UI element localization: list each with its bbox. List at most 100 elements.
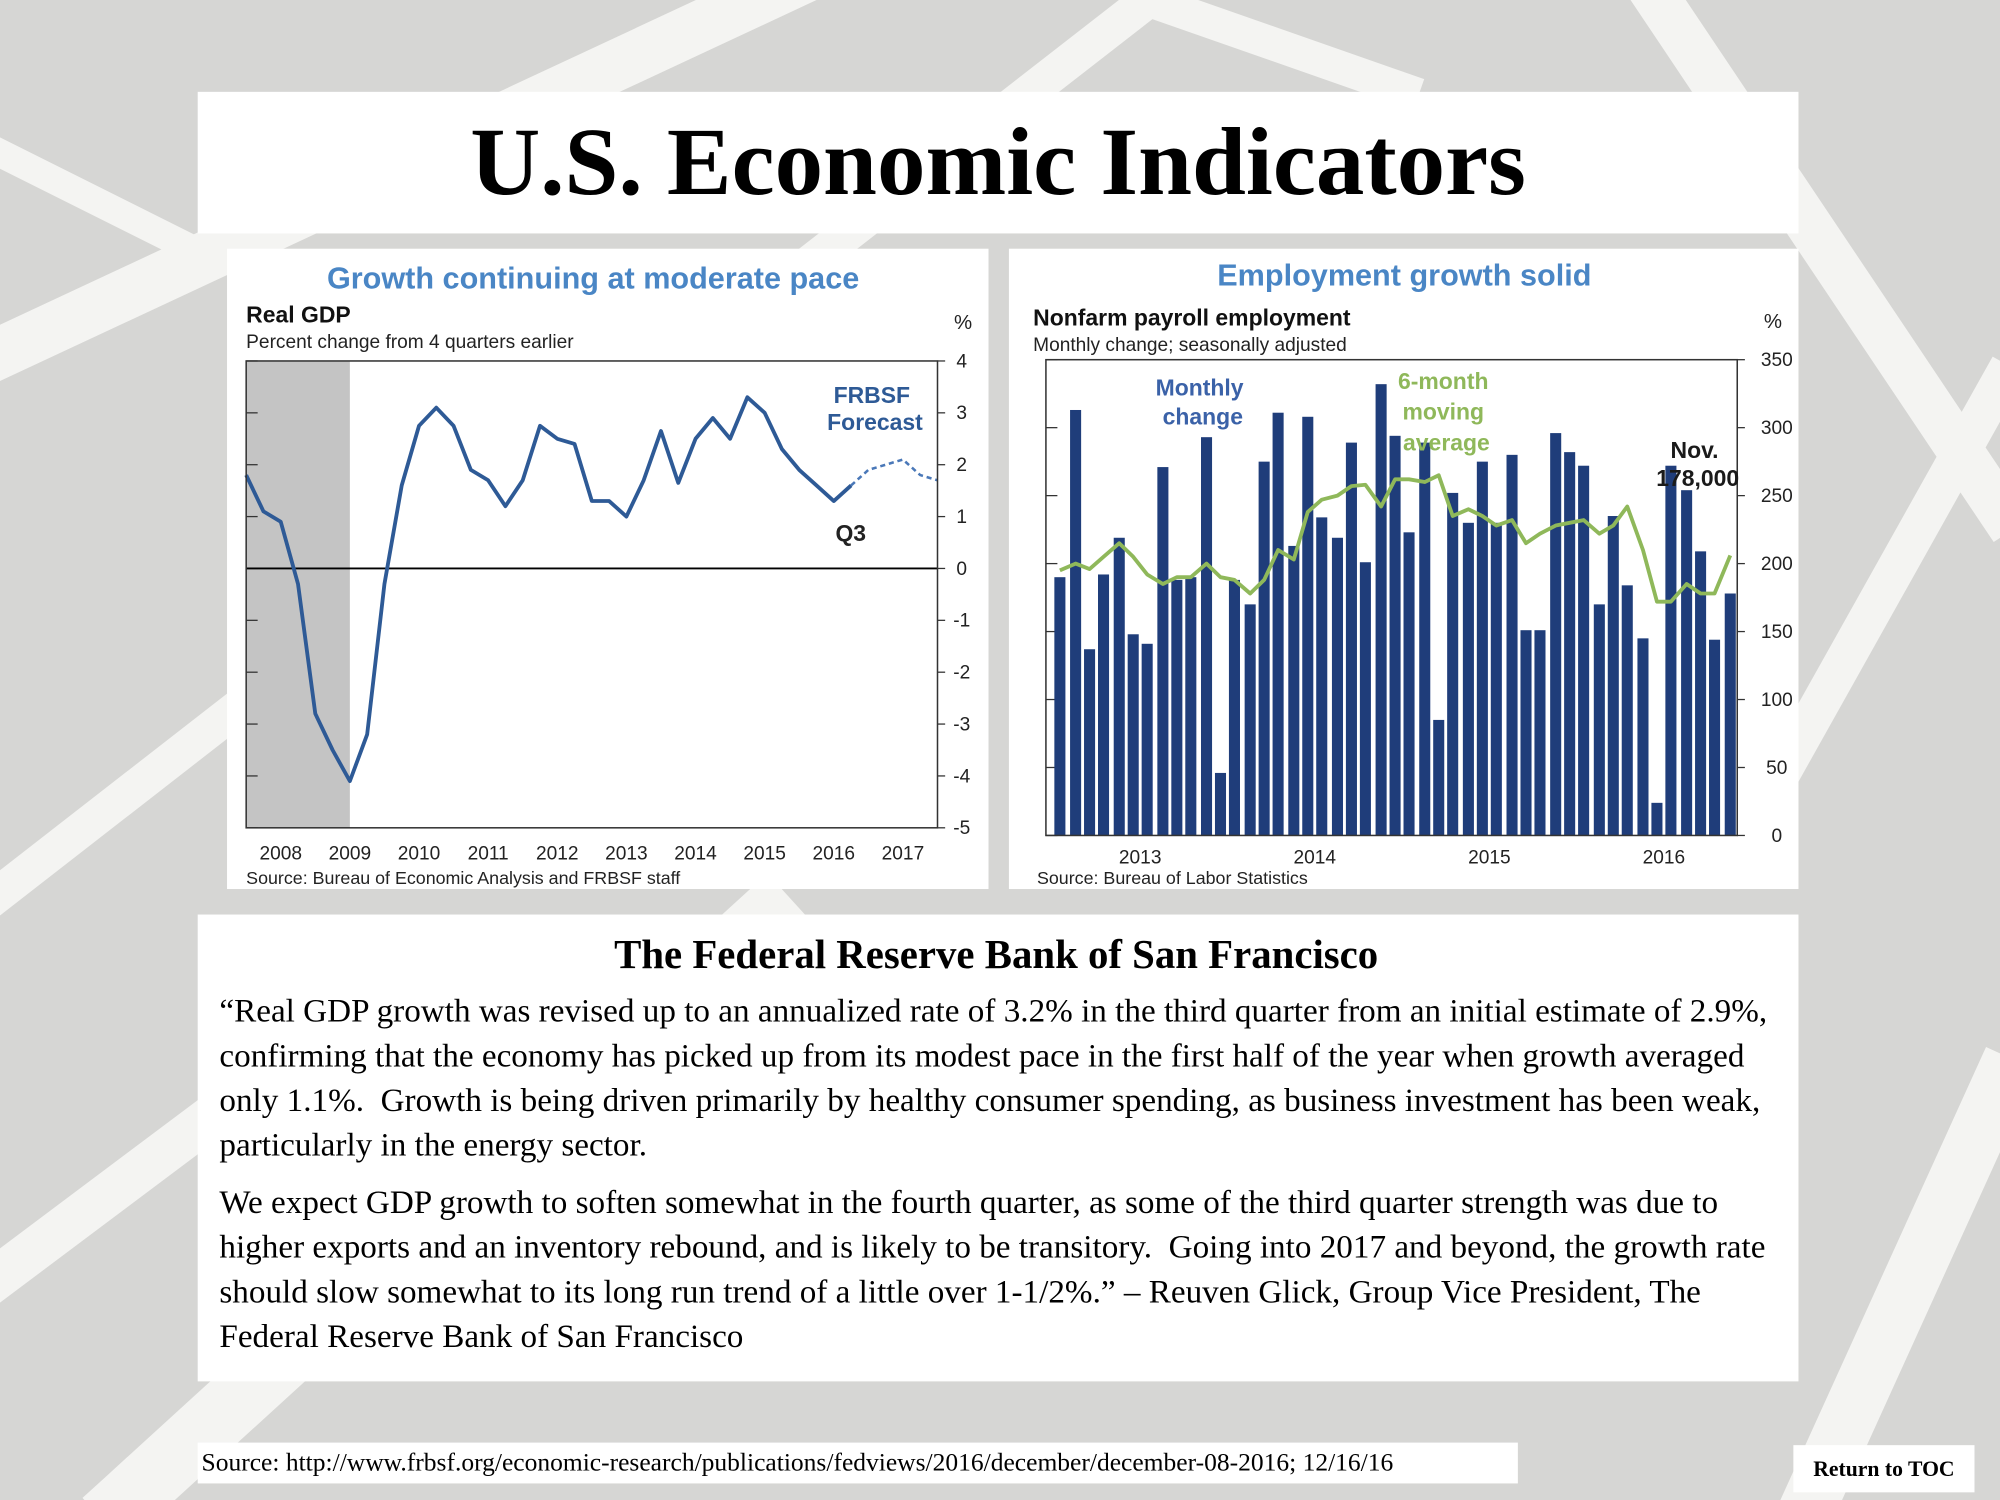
unit-label: %	[954, 312, 972, 334]
x-tick-label: 2008	[259, 844, 302, 865]
paragraph: We expect GDP growth to soften somewhat …	[219, 1183, 1774, 1355]
bar	[1476, 461, 1488, 836]
x-tick-label: 2016	[813, 844, 856, 865]
plot-frame	[1045, 358, 1739, 837]
y-tick-label: 4	[956, 351, 967, 372]
bar	[1534, 630, 1546, 836]
annotation: Q3	[835, 520, 866, 546]
bar	[1113, 537, 1125, 836]
bar	[1272, 412, 1284, 836]
bar	[1214, 772, 1227, 836]
bar	[1228, 579, 1240, 836]
bar	[1331, 537, 1343, 836]
chart-caption: Percent change from 4 quarters earlier	[246, 332, 574, 353]
x-tick-label: 2015	[1468, 848, 1511, 869]
chart-source: Source: Bureau of Economic Analysis and …	[246, 868, 680, 888]
series-label: Monthly change	[1156, 374, 1250, 429]
y-tick-label: -2	[953, 663, 970, 684]
text-heading: The Federal Reserve Bank of San Francisc…	[614, 931, 1379, 978]
bar	[1359, 562, 1371, 836]
bar	[1288, 545, 1300, 836]
unit-label: %	[1764, 311, 1782, 333]
bar	[1593, 604, 1605, 836]
bar	[1084, 649, 1096, 836]
x-tick-label: 2014	[1293, 848, 1336, 869]
footer-source: Source: http://www.frbsf.org/economic-re…	[197, 1442, 1518, 1484]
bar	[1433, 719, 1445, 836]
y-tick-label: 250	[1761, 486, 1793, 507]
bar	[1578, 465, 1590, 836]
x-tick-label: 2012	[536, 844, 579, 865]
bar	[1490, 522, 1502, 836]
bar	[1419, 442, 1431, 836]
y-tick-label: -3	[953, 714, 970, 735]
y-tick-label: 350	[1761, 350, 1793, 371]
bar	[1054, 577, 1066, 836]
x-tick-label: 2011	[468, 844, 509, 865]
chart-title: Growth continuing at moderate pace	[327, 261, 859, 295]
x-tick-label: 2009	[329, 844, 372, 865]
bar	[1462, 522, 1474, 836]
bar	[1637, 638, 1649, 836]
bar	[1127, 634, 1139, 836]
y-tick-label: 150	[1761, 622, 1793, 643]
bar	[1070, 409, 1082, 836]
text-box: The Federal Reserve Bank of San Francisc…	[197, 914, 1799, 1382]
chart-subtitle: Real GDP	[246, 302, 351, 328]
annotation: FRBSF Forecast	[827, 382, 923, 435]
bar	[1607, 516, 1619, 836]
bar	[1375, 384, 1387, 836]
chart-caption: Monthly change; seasonally adjusted	[1033, 335, 1347, 356]
bar	[1403, 532, 1415, 836]
x-tick-label: 2013	[1119, 848, 1162, 869]
bar	[1258, 461, 1270, 836]
bar	[1345, 442, 1357, 836]
y-tick-label: 2	[956, 455, 967, 476]
bar	[1550, 433, 1562, 836]
x-tick-label: 2013	[605, 844, 648, 865]
bar	[1098, 574, 1110, 836]
y-tick-label: 0	[956, 559, 967, 580]
bar	[1157, 467, 1169, 836]
series-label: 6-month moving average	[1398, 368, 1495, 455]
bar	[1621, 585, 1633, 836]
x-tick-label: 2017	[882, 844, 925, 865]
y-tick-label: 1	[956, 507, 967, 528]
y-tick-label: 0	[1771, 826, 1782, 847]
chart-title: Employment growth solid	[1217, 259, 1591, 293]
y-tick-label: 300	[1761, 418, 1793, 439]
bar	[1506, 454, 1518, 836]
chart-subtitle: Nonfarm payroll employment	[1033, 304, 1351, 330]
bar	[1316, 517, 1328, 836]
paragraph: “Real GDP growth was revised up to an an…	[219, 992, 1776, 1164]
y-tick-label: -1	[953, 611, 970, 632]
bar	[1709, 639, 1721, 836]
bar	[1564, 452, 1576, 836]
y-tick-label: 3	[956, 403, 967, 424]
bar	[1244, 604, 1256, 836]
chart-source: Source: Bureau of Labor Statistics	[1037, 868, 1308, 888]
y-tick-label: 100	[1761, 690, 1793, 711]
bar	[1695, 551, 1707, 836]
line-series	[850, 458, 938, 487]
bar	[1665, 465, 1677, 836]
line-series	[1059, 473, 1733, 604]
annotation: Nov. 178,000	[1656, 437, 1739, 491]
bar	[1389, 435, 1401, 836]
x-tick-label: 2010	[398, 844, 441, 865]
bar	[1171, 579, 1183, 836]
x-tick-label: 2015	[743, 844, 786, 865]
bar	[1185, 577, 1197, 836]
bar	[1447, 492, 1459, 836]
plot-frame	[245, 360, 939, 829]
y-tick-label: 200	[1761, 554, 1793, 575]
bar	[1302, 416, 1314, 836]
bar	[1141, 643, 1153, 836]
return-to-toc-button[interactable]: Return to TOC	[1793, 1445, 1975, 1493]
bar	[1681, 490, 1693, 836]
line-series	[244, 395, 853, 784]
x-tick-label: 2016	[1643, 848, 1686, 869]
bar	[1724, 593, 1736, 836]
